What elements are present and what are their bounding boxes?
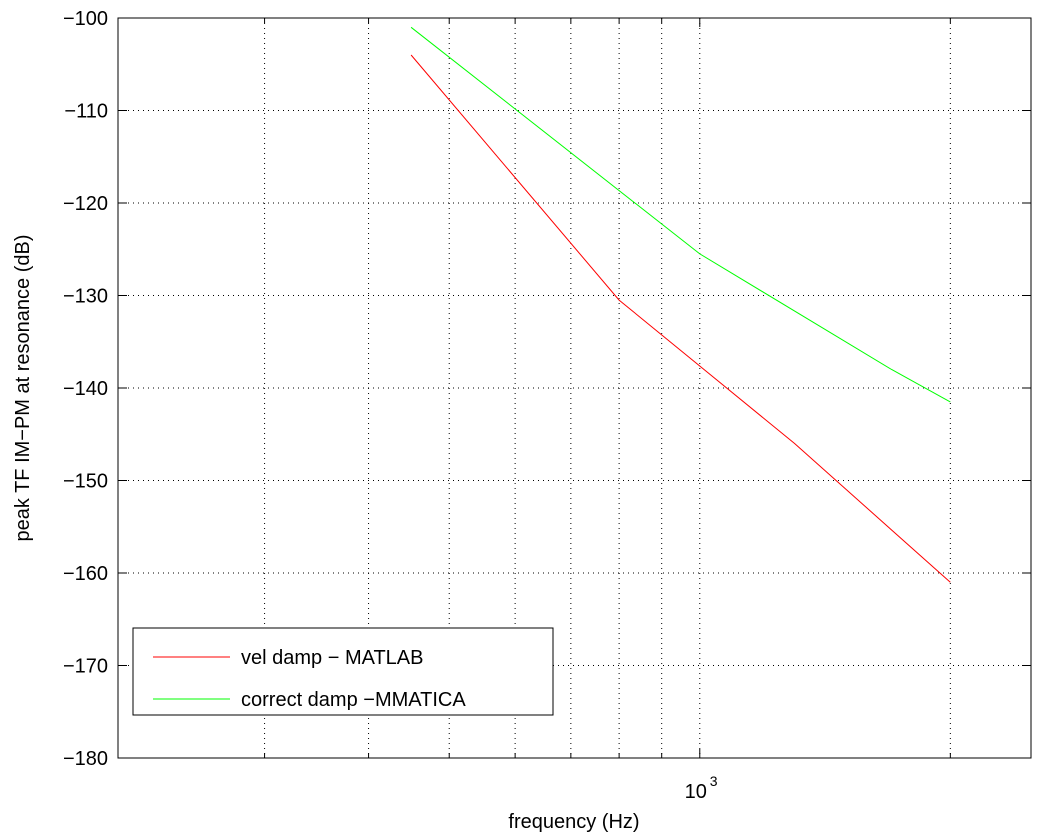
x-tick-label: 10 [685,781,707,803]
x-axis-label: frequency (Hz) [508,811,639,833]
legend-label-correct-damp: correct damp −MMATICA [241,689,466,711]
legend: vel damp − MATLAB correct damp −MMATICA [132,627,554,716]
y-tick-label: −100 [63,8,108,30]
y-tick-label: −180 [63,748,108,770]
series-group [410,26,951,583]
y-tick-label: −150 [63,471,108,493]
y-tick-label: −170 [63,656,108,678]
y-tick-label: −160 [63,563,108,585]
y-tick-label: −130 [63,286,108,308]
x-tick-label-exponent: 3 [710,773,718,789]
y-tick-label: −110 [64,101,108,123]
legend-label-vel-damp: vel damp − MATLAB [241,647,423,669]
y-tick-label: −140 [63,378,108,400]
ticks: −100 −110 −120 −130 −140 −150 −160 −170 −180 10 3 [63,8,1031,803]
y-tick-label: −120 [63,193,108,215]
series-line-1 [410,26,951,403]
plot-frame [117,17,1032,759]
y-axis-label: peak TF IM−PM at resonance (dB) [12,235,34,542]
legend-box [132,627,554,716]
series-line-0 [410,54,951,583]
